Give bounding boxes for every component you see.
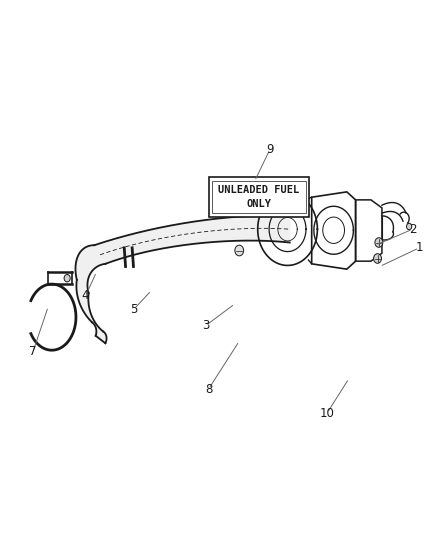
- Text: 7: 7: [29, 345, 37, 358]
- Polygon shape: [75, 245, 105, 293]
- Bar: [208, 177, 309, 217]
- Polygon shape: [94, 215, 289, 264]
- Text: 10: 10: [319, 407, 334, 419]
- Text: 5: 5: [130, 303, 137, 316]
- Text: 9: 9: [265, 143, 273, 156]
- Text: 2: 2: [408, 223, 416, 236]
- Circle shape: [373, 254, 381, 263]
- Text: ONLY: ONLY: [246, 199, 271, 209]
- Text: 3: 3: [202, 319, 209, 332]
- Bar: [211, 181, 306, 213]
- Text: 4: 4: [81, 289, 89, 302]
- Polygon shape: [76, 280, 103, 332]
- Text: 1: 1: [414, 241, 422, 254]
- Circle shape: [374, 238, 382, 247]
- Text: UNLEADED FUEL: UNLEADED FUEL: [218, 185, 299, 195]
- Polygon shape: [92, 322, 106, 343]
- Circle shape: [64, 274, 70, 282]
- Circle shape: [234, 245, 243, 256]
- Text: 8: 8: [205, 383, 212, 395]
- Circle shape: [406, 223, 411, 230]
